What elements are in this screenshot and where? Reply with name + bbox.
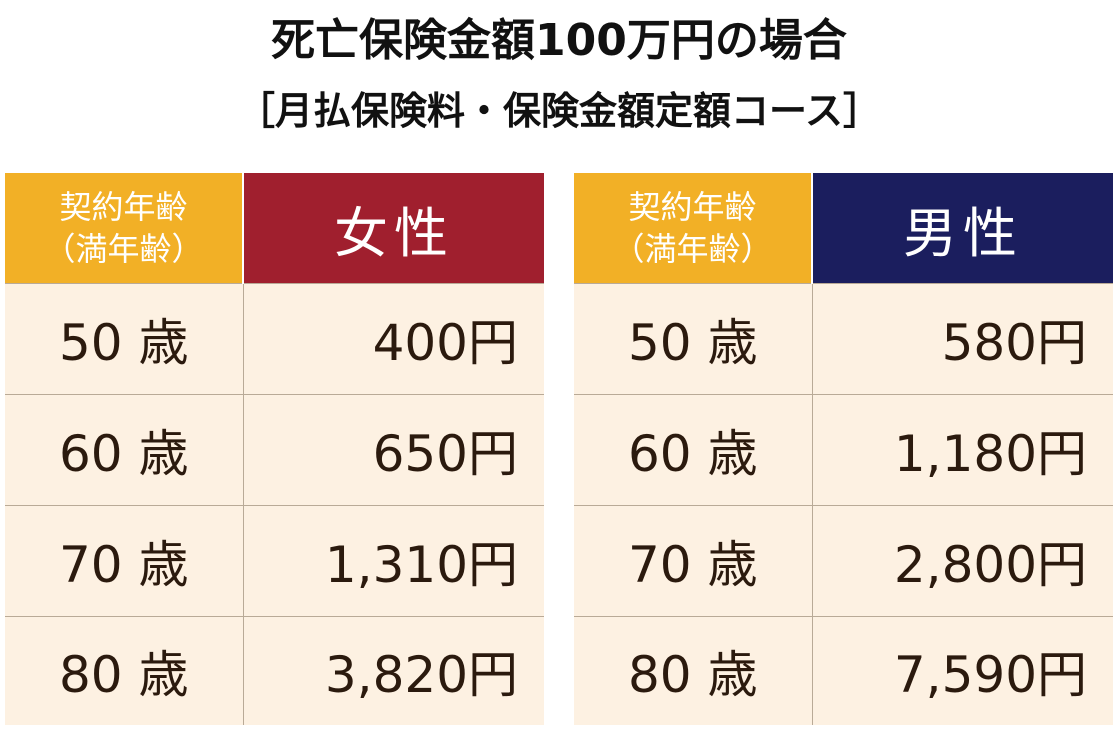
table-row: 60 歳 1,180円 [574,394,1113,506]
age-header-sublabel: （満年齢） [43,230,204,268]
premium-cell: 1,180円 [812,394,1113,506]
table-row: 70 歳 2,800円 [574,505,1113,617]
age-header-label: 契約年齢 [628,188,757,226]
age-cell: 50 歳 [5,283,244,395]
male-premium-table: 契約年齢 （満年齢） 男性 50 歳 580円 60 歳 1,180円 70 歳… [574,173,1113,725]
female-column-header: 女性 [243,173,544,284]
table-row: 50 歳 580円 [574,283,1113,395]
premium-cell: 3,820円 [243,616,544,725]
premium-cell: 7,590円 [812,616,1113,725]
table-row: 60 歳 650円 [5,394,544,506]
age-column-header: 契約年齢 （満年齢） [574,173,813,284]
page-subtitle: ［月払保険料・保険金額定額コース］ [236,89,882,133]
male-column-header: 男性 [812,173,1113,284]
premium-cell: 400円 [243,283,544,395]
premium-cell: 650円 [243,394,544,506]
table-header-row: 契約年齢 （満年齢） 女性 [5,173,544,284]
premium-cell: 1,310円 [243,505,544,617]
age-header-label: 契約年齢 [59,188,188,226]
age-cell: 80 歳 [574,616,813,725]
age-cell: 60 歳 [5,394,244,506]
age-cell: 70 歳 [574,505,813,617]
age-cell: 70 歳 [5,505,244,617]
female-premium-table: 契約年齢 （満年齢） 女性 50 歳 400円 60 歳 650円 70 歳 1… [5,173,544,725]
age-cell: 50 歳 [574,283,813,395]
age-cell: 60 歳 [574,394,813,506]
table-row: 80 歳 7,590円 [574,616,1113,725]
age-cell: 80 歳 [5,616,244,725]
age-column-header: 契約年齢 （満年齢） [5,173,244,284]
table-header-row: 契約年齢 （満年齢） 男性 [574,173,1113,284]
table-row: 50 歳 400円 [5,283,544,395]
page-title: 死亡保険金額100万円の場合 [271,15,847,66]
table-row: 70 歳 1,310円 [5,505,544,617]
table-row: 80 歳 3,820円 [5,616,544,725]
premium-cell: 2,800円 [812,505,1113,617]
premium-cell: 580円 [812,283,1113,395]
age-header-sublabel: （満年齢） [612,230,773,268]
